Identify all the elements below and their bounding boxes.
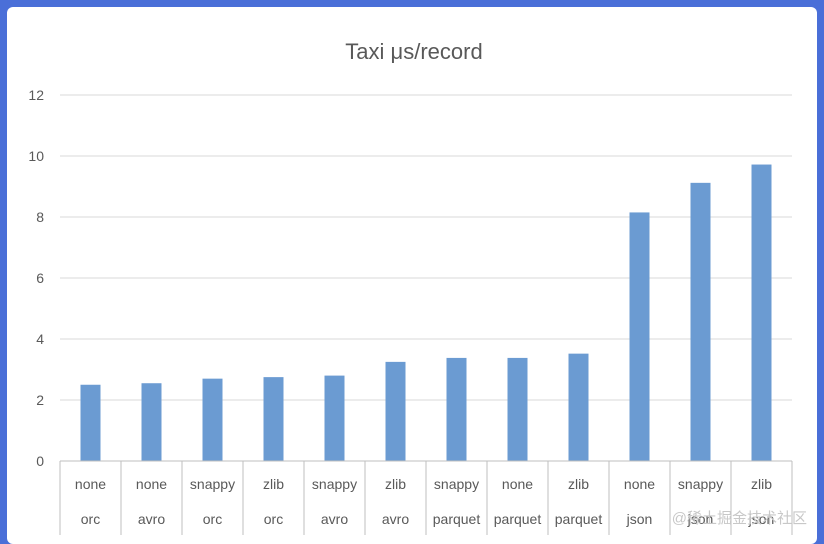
- x-tick-label: orc: [203, 511, 222, 527]
- bar: [202, 378, 223, 461]
- y-tick-label: 4: [36, 331, 44, 347]
- bar: [141, 383, 162, 461]
- bar: [751, 164, 772, 462]
- x-tick-label: orc: [81, 511, 100, 527]
- bar: [568, 353, 589, 461]
- bar: [446, 357, 467, 461]
- x-tick-label: none: [136, 476, 167, 492]
- x-tick-label: zlib: [751, 476, 772, 492]
- x-tick-label: zlib: [385, 476, 406, 492]
- y-tick-label: 8: [36, 209, 44, 225]
- watermark: @稀土掘金技术社区: [672, 510, 807, 527]
- bar: [629, 212, 650, 461]
- y-tick-label: 12: [28, 87, 44, 103]
- bar: [507, 357, 528, 461]
- x-tick-label: none: [75, 476, 106, 492]
- bar: [690, 182, 711, 461]
- y-tick-label: 6: [36, 270, 44, 286]
- x-tick-label: none: [502, 476, 533, 492]
- y-tick-label: 10: [28, 148, 44, 164]
- x-tick-label: json: [748, 511, 775, 527]
- x-tick-label: snappy: [678, 476, 723, 492]
- x-tick-label: json: [626, 511, 653, 527]
- x-tick-label: parquet: [555, 511, 603, 527]
- bar: [80, 384, 101, 461]
- x-tick-label: snappy: [434, 476, 479, 492]
- bar: [324, 375, 345, 461]
- grid-lines: [60, 94, 792, 401]
- x-tick-label: orc: [264, 511, 283, 527]
- bar-chart: Taxi μs/record 0 2 4 6 8 10 12 none orc none avro…: [28, 39, 807, 535]
- bar: [385, 361, 406, 461]
- bars: [80, 164, 772, 462]
- x-tick-label: zlib: [263, 476, 284, 492]
- bar: [263, 377, 284, 461]
- y-tick-label: 2: [36, 392, 44, 408]
- x-tick-label: snappy: [190, 476, 235, 492]
- x-tick-label: none: [624, 476, 655, 492]
- chart-title: Taxi μs/record: [345, 39, 482, 64]
- x-tick-label: avro: [321, 511, 348, 527]
- x-tick-label: avro: [382, 511, 409, 527]
- y-tick-label: 0: [36, 453, 44, 469]
- x-tick-label: parquet: [433, 511, 481, 527]
- x-tick-label: json: [687, 511, 714, 527]
- category-table: none orc none avro snappy orc zlib orc snappy avr…: [59, 460, 793, 535]
- x-tick-label: snappy: [312, 476, 357, 492]
- x-tick-label: avro: [138, 511, 165, 527]
- y-axis-ticks: 0 2 4 6 8 10 12: [28, 87, 44, 469]
- x-tick-label: zlib: [568, 476, 589, 492]
- x-tick-label: parquet: [494, 511, 542, 527]
- chart-container: Taxi μs/record 0 2 4 6 8 10 12 none orc none avro…: [7, 7, 817, 544]
